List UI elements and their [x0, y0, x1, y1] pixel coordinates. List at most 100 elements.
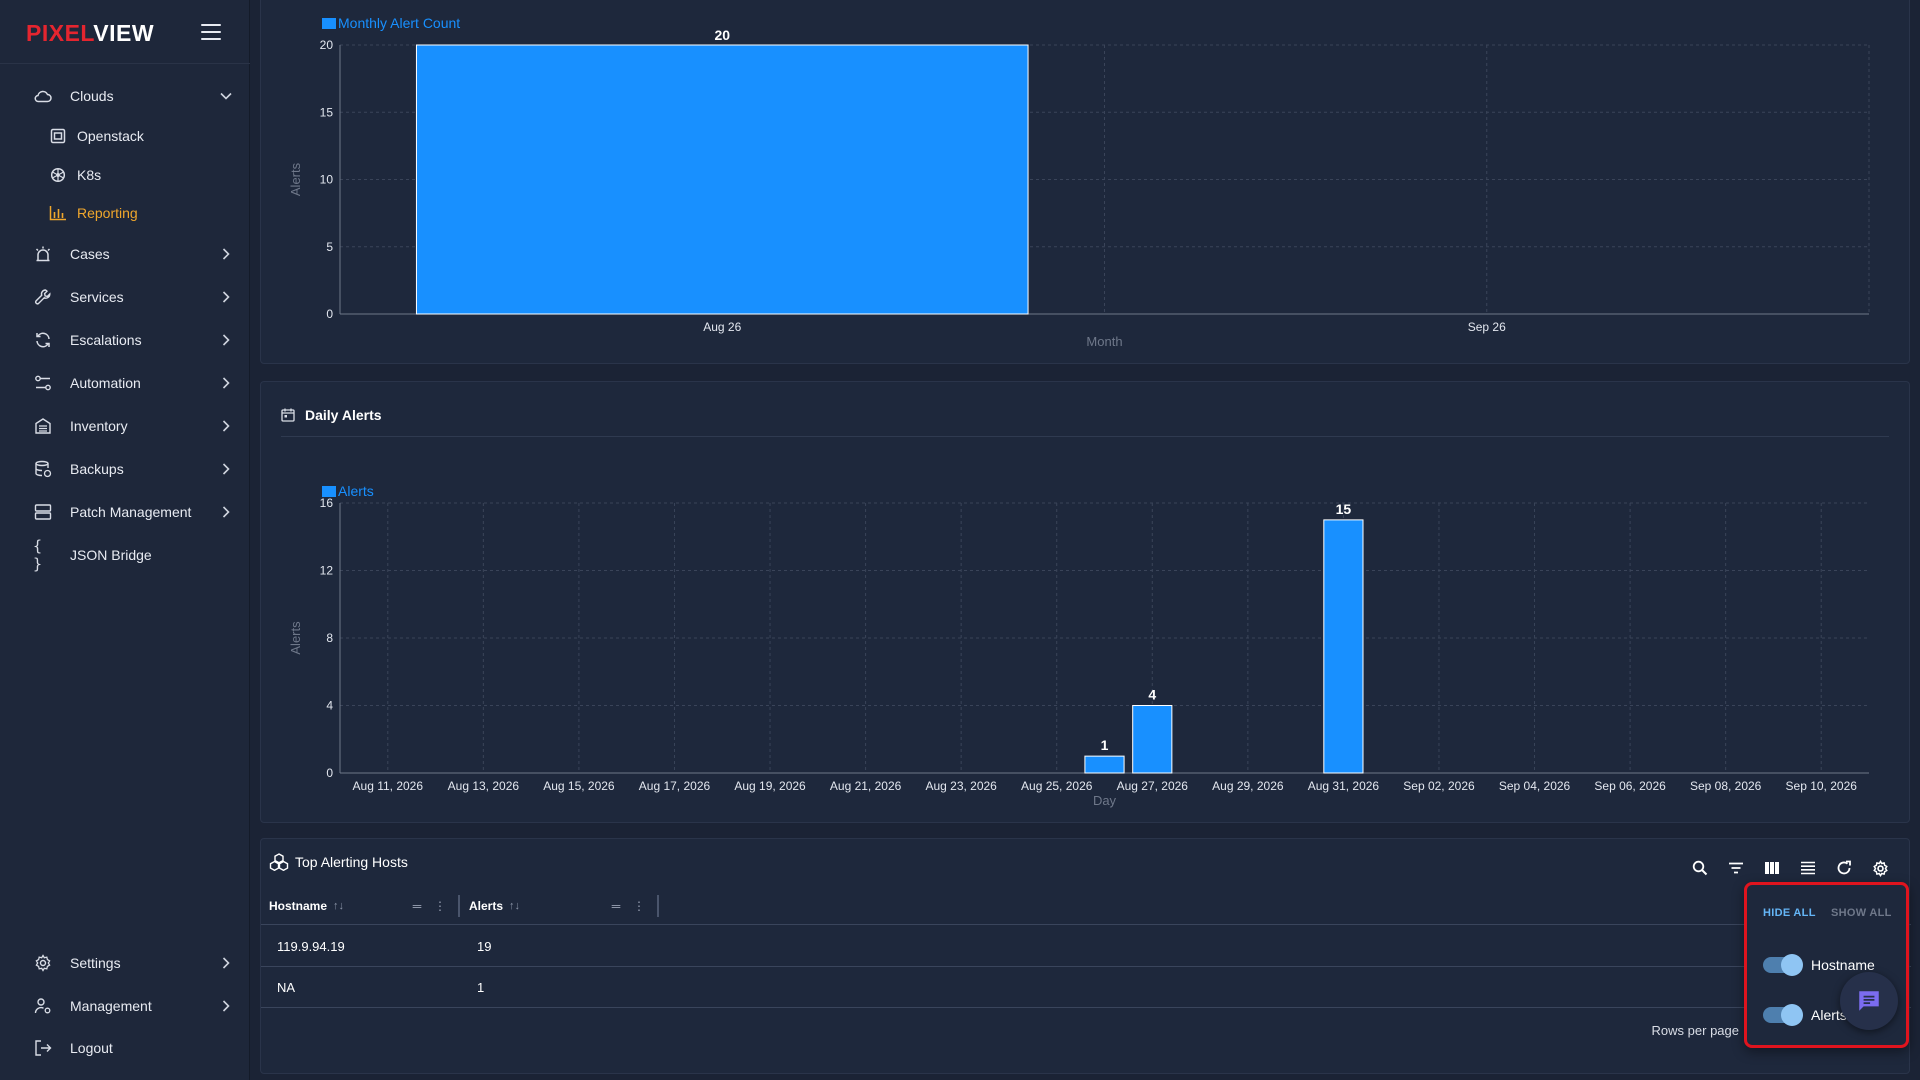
y-tick-label: 12	[320, 564, 334, 578]
y-axis-label: Alerts	[288, 162, 303, 196]
legend-swatch	[322, 486, 336, 497]
toggle-switch[interactable]	[1763, 1004, 1803, 1026]
x-tick-label: Aug 29, 2026	[1212, 779, 1284, 793]
calendar-icon	[281, 408, 295, 422]
braces-icon: { }	[33, 537, 43, 573]
daily-alerts-title: Daily Alerts	[305, 407, 382, 423]
x-axis-label: Day	[1093, 793, 1117, 808]
openstack-icon	[48, 126, 68, 146]
drag-handle-icon[interactable]: ═	[412, 899, 422, 913]
column-header-label: Hostname	[269, 899, 328, 913]
sidebar-item-openstack[interactable]: Openstack	[0, 118, 250, 154]
inventory-icon	[33, 416, 53, 436]
column-resize-handle[interactable]	[657, 895, 659, 917]
menu-toggle-icon[interactable]	[201, 24, 221, 40]
table-row[interactable]: NA 1	[261, 967, 1911, 1008]
column-toggle-label: Hostname	[1811, 957, 1875, 973]
drag-handle-icon[interactable]: ═	[611, 899, 621, 913]
column-menu-icon[interactable]: ⋮	[633, 899, 645, 913]
monthly-alert-chart: Monthly Alert Count 0 5 10 15 20 Alerts Month Au…	[288, 15, 1870, 349]
legend-entry: Alerts	[338, 483, 374, 499]
x-axis-label: Month	[1086, 334, 1122, 349]
column-toggle-label: Alerts	[1811, 1007, 1847, 1023]
chevron-down-icon	[220, 90, 232, 102]
sort-icon[interactable]: ↑↓	[333, 900, 345, 912]
toggle-switch[interactable]	[1763, 954, 1803, 976]
x-tick-label: Aug 26	[703, 320, 741, 334]
column-resize-handle[interactable]	[458, 895, 460, 917]
legend-entry: Monthly Alert Count	[338, 15, 460, 31]
brand-logo[interactable]: PIXELVIEW	[26, 20, 154, 47]
sidebar-item-label: Reporting	[77, 205, 138, 221]
sidebar-item-automation[interactable]: Automation	[0, 365, 250, 401]
sidebar-item-services[interactable]: Services	[0, 279, 250, 315]
x-tick-label: Aug 23, 2026	[925, 779, 997, 793]
chat-button[interactable]	[1840, 972, 1898, 1030]
chevron-right-icon	[220, 463, 232, 475]
sidebar-item-cases[interactable]: Cases	[0, 236, 250, 272]
y-tick-label: 8	[326, 631, 333, 645]
sidebar-item-label: Backups	[70, 461, 124, 477]
sidebar-item-reporting[interactable]: Reporting	[0, 195, 250, 231]
sidebar-item-label: Settings	[70, 955, 121, 971]
column-header-alerts[interactable]: Alerts ↑↓	[469, 887, 520, 925]
y-tick-label: 0	[326, 766, 333, 780]
density-icon[interactable]	[1797, 857, 1819, 879]
y-tick-label: 0	[326, 307, 333, 321]
brand-part-1: PIXEL	[26, 20, 94, 46]
sidebar-item-label: Patch Management	[70, 504, 192, 520]
x-tick-label: Aug 21, 2026	[830, 779, 902, 793]
logo-row: PIXELVIEW	[0, 0, 250, 64]
cell-alerts: 19	[477, 938, 492, 954]
sidebar-item-clouds[interactable]: Clouds	[0, 78, 250, 114]
x-tick-label: Aug 19, 2026	[734, 779, 806, 793]
sidebar-item-k8s[interactable]: K8s	[0, 157, 250, 193]
cell-hostname: NA	[277, 979, 296, 995]
sidebar-item-patch-management[interactable]: Patch Management	[0, 494, 250, 530]
sidebar-item-inventory[interactable]: Inventory	[0, 408, 250, 444]
filter-icon[interactable]	[1725, 857, 1747, 879]
daily-alerts-card: Daily Alerts Alerts 0 4 8 12 16 Alerts Day Aug 1…	[260, 381, 1910, 823]
x-tick-label: Sep 02, 2026	[1403, 779, 1475, 793]
column-menu-icon[interactable]: ⋮	[434, 899, 446, 913]
server-icon	[33, 502, 53, 522]
x-tick-label: Aug 15, 2026	[543, 779, 615, 793]
column-header-label: Alerts	[469, 899, 504, 913]
bar	[1132, 705, 1173, 774]
chevron-right-icon	[220, 334, 232, 346]
kubernetes-icon	[48, 165, 68, 185]
chat-icon	[1856, 988, 1882, 1014]
hide-all-button[interactable]: HIDE ALL	[1763, 907, 1816, 919]
table-row[interactable]: 119.9.94.19 19	[261, 926, 1911, 967]
user-gear-icon	[33, 996, 53, 1016]
sidebar-item-label: JSON Bridge	[70, 547, 152, 563]
table-toolbar	[1689, 857, 1891, 879]
database-icon	[33, 459, 53, 479]
refresh-icon[interactable]	[1833, 857, 1855, 879]
show-all-button[interactable]: SHOW ALL	[1831, 907, 1892, 919]
sidebar-item-settings[interactable]: Settings	[0, 945, 250, 981]
gear-icon[interactable]	[1869, 857, 1891, 879]
y-tick-label: 5	[326, 240, 333, 254]
sidebar-item-json-bridge[interactable]: { } JSON Bridge	[0, 537, 250, 573]
column-toggle-hostname[interactable]: Hostname	[1763, 953, 1875, 977]
column-toggle-alerts[interactable]: Alerts	[1763, 1003, 1847, 1027]
x-tick-label: Aug 27, 2026	[1117, 779, 1189, 793]
search-icon[interactable]	[1689, 857, 1711, 879]
table-title-row: Top Alerting Hosts	[269, 853, 408, 871]
x-tick-label: Sep 08, 2026	[1690, 779, 1762, 793]
columns-icon[interactable]	[1761, 857, 1783, 879]
sidebar-item-backups[interactable]: Backups	[0, 451, 250, 487]
sort-icon[interactable]: ↑↓	[509, 900, 521, 912]
sidebar-item-management[interactable]: Management	[0, 988, 250, 1024]
x-tick-label: Sep 26	[1468, 320, 1506, 334]
column-header-hostname[interactable]: Hostname ↑↓	[269, 887, 344, 925]
chevron-right-icon	[220, 420, 232, 432]
sidebar-item-logout[interactable]: Logout	[0, 1030, 250, 1066]
bar-data-label: 1	[1101, 737, 1109, 753]
y-tick-label: 4	[326, 699, 333, 713]
sidebar-item-escalations[interactable]: Escalations	[0, 322, 250, 358]
top-alerting-hosts-card: Top Alerting Hosts Hostname ↑↓ ═ ⋮ Alert…	[260, 838, 1911, 1074]
sidebar: PIXELVIEW Clouds Openstack K8s	[0, 0, 250, 1080]
sidebar-item-label: Clouds	[70, 88, 114, 104]
